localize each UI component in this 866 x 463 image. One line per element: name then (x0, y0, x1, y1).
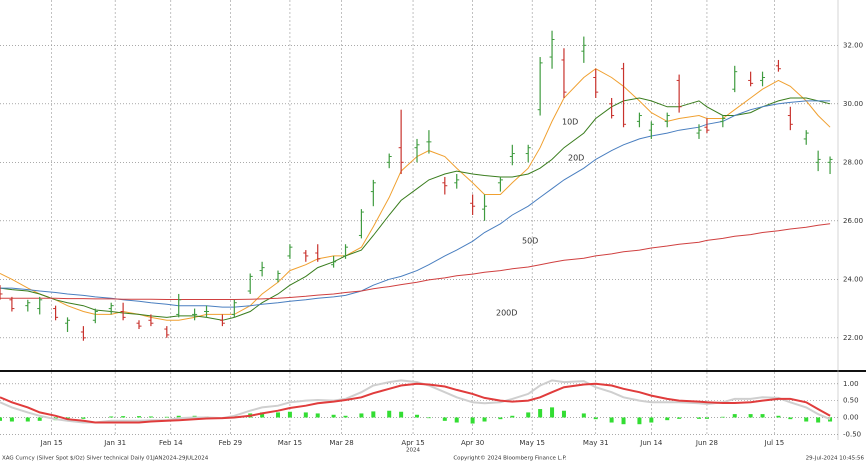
x-tick-label: May 15 (519, 439, 545, 447)
x-tick-label: Jun 14 (639, 439, 663, 447)
histogram-bar (164, 416, 169, 418)
histogram-bar (621, 417, 626, 425)
footer-center: Copyright© 2024 Bloomberg Finance L.P. (453, 455, 567, 462)
histogram-bar (387, 410, 392, 418)
histogram-bar (37, 417, 42, 421)
histogram-bar (81, 417, 86, 419)
y-tick-label: -0.50 (843, 430, 861, 438)
histogram-bar (498, 417, 503, 420)
y-tick-label: 0.00 (843, 413, 859, 421)
histogram-bar (593, 417, 598, 420)
histogram-bar (426, 417, 431, 419)
series-line (0, 223, 831, 300)
histogram-bar (176, 415, 181, 418)
histogram-bar (137, 416, 142, 418)
series-label: 10D (562, 118, 578, 127)
histogram-bar (581, 413, 586, 418)
histogram-bar (343, 415, 348, 418)
histogram-bar (470, 417, 475, 424)
histogram-bar (371, 411, 376, 418)
y-tick-label: 30.00 (843, 100, 863, 108)
histogram-bar (260, 412, 265, 418)
histogram-bar (315, 413, 320, 418)
series-label: 200D (496, 309, 517, 318)
footer-left: XAG Curncy (Silver Spot $/Oz) Silver tec… (2, 456, 209, 462)
footer-right: 29-Jul-2024 10:45:56 (806, 456, 865, 462)
series-line (0, 382, 831, 424)
histogram-bar (760, 414, 765, 418)
y-tick-label: 0.50 (843, 397, 859, 405)
histogram-bar (454, 417, 459, 423)
histogram-bar (303, 412, 308, 418)
histogram-bar (0, 417, 2, 421)
histogram-bar (720, 416, 725, 418)
series-label: 20D (568, 154, 584, 163)
histogram-bar (561, 410, 566, 418)
x-year-label: 2024 (406, 448, 420, 454)
histogram-bar (550, 407, 555, 418)
y-tick-label: 26.00 (843, 217, 863, 225)
histogram-bar (538, 409, 543, 418)
histogram-bar (776, 415, 781, 418)
y-tick-label: 24.00 (843, 275, 863, 283)
x-tick-label: Mar 15 (278, 439, 302, 447)
x-tick-label: Apr 15 (401, 439, 424, 447)
histogram-bar (637, 417, 642, 425)
x-tick-label: Feb 29 (219, 439, 243, 447)
x-tick-label: May 31 (583, 439, 609, 447)
histogram-bar (276, 412, 281, 418)
x-tick-label: Jan 31 (103, 439, 126, 447)
histogram-bar (331, 414, 336, 418)
histogram-bar (399, 411, 404, 418)
y-tick-label: 28.00 (843, 158, 863, 166)
histogram-bar (816, 417, 821, 423)
histogram-bar (732, 414, 737, 418)
histogram-bar (788, 417, 793, 420)
histogram-bar (696, 417, 701, 419)
y-tick-label: 1.00 (843, 380, 859, 388)
series-line (0, 379, 831, 424)
histogram-bar (9, 417, 14, 422)
histogram-bar (25, 417, 30, 422)
histogram-bar (121, 416, 126, 418)
series-line (0, 97, 831, 321)
y-tick-label: 22.00 (843, 334, 863, 342)
histogram-bar (148, 416, 153, 418)
x-tick-label: Jun 28 (695, 439, 718, 447)
histogram-bar (287, 411, 292, 418)
histogram-bar (609, 417, 614, 423)
y-tick-label: 32.00 (843, 41, 863, 49)
histogram-bar (442, 417, 447, 421)
histogram-bar (649, 417, 654, 423)
histogram-bar (804, 417, 809, 422)
histogram-bar (359, 413, 364, 418)
histogram-bar (415, 414, 420, 418)
histogram-bar (677, 417, 682, 419)
x-tick-label: Jul 15 (764, 439, 785, 447)
histogram-bar (526, 412, 531, 418)
histogram-bar (828, 417, 833, 422)
x-tick-label: Mar 28 (329, 439, 353, 447)
histogram-bar (704, 417, 709, 419)
histogram-bar (482, 417, 487, 422)
x-tick-label: Feb 14 (159, 439, 183, 447)
histogram-bar (665, 417, 670, 421)
x-tick-label: Apr 30 (461, 439, 484, 447)
series-label: 50D (522, 237, 538, 246)
histogram-bar (510, 415, 515, 418)
x-tick-label: Jan 15 (40, 439, 63, 447)
histogram-bar (109, 416, 114, 418)
histogram-bar (748, 414, 753, 418)
